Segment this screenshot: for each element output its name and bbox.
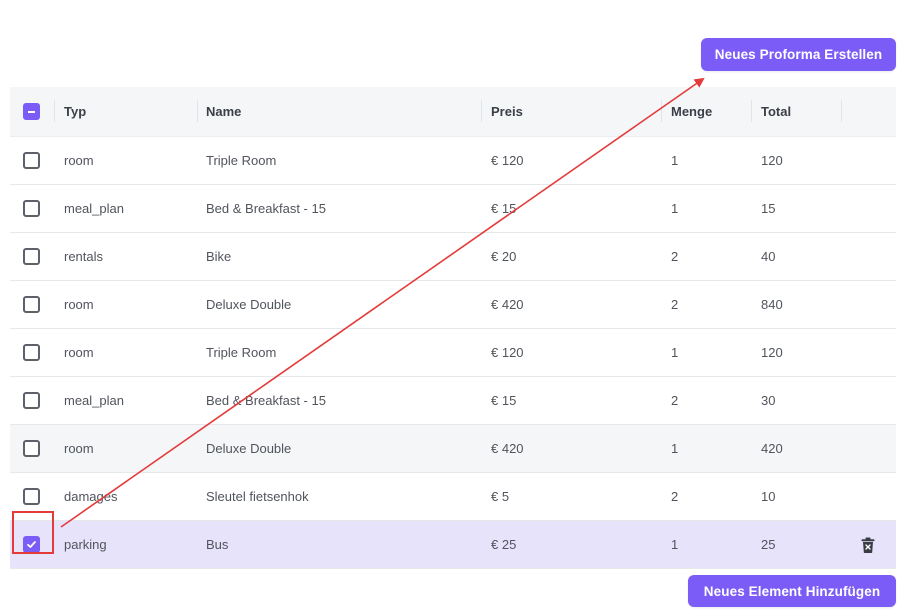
table-row[interactable]: room Triple Room € 120 1 120 xyxy=(10,329,896,377)
highlight-box xyxy=(12,511,54,554)
cell-name: Deluxe Double xyxy=(206,441,292,456)
cell-menge: 1 xyxy=(671,345,679,360)
table-row[interactable]: room Deluxe Double € 420 2 840 xyxy=(10,281,896,329)
unchecked-checkbox-icon xyxy=(23,200,40,217)
unchecked-checkbox-icon xyxy=(23,248,40,265)
cell-name: Sleutel fietsenhok xyxy=(206,489,309,504)
cell-menge: 1 xyxy=(671,201,679,216)
table-row[interactable]: rentals Bike € 20 2 40 xyxy=(10,233,896,281)
cell-typ: damages xyxy=(64,489,118,504)
cell-menge: 1 xyxy=(671,537,679,552)
row-checkbox[interactable] xyxy=(23,377,43,424)
cell-name: Bed & Breakfast - 15 xyxy=(206,393,326,408)
table-header: Typ Name Preis Menge Total xyxy=(10,87,896,137)
new-element-button[interactable]: Neues Element Hinzufügen xyxy=(688,575,896,607)
cell-total: 120 xyxy=(761,153,783,168)
items-table: Typ Name Preis Menge Total room Triple Ro… xyxy=(10,87,896,569)
cell-typ: room xyxy=(64,345,94,360)
table-row[interactable]: meal_plan Bed & Breakfast - 15 € 15 1 15 xyxy=(10,185,896,233)
new-proforma-button[interactable]: Neues Proforma Erstellen xyxy=(701,38,896,71)
row-checkbox[interactable] xyxy=(23,137,43,184)
cell-preis: € 420 xyxy=(491,297,524,312)
cell-menge: 1 xyxy=(671,441,679,456)
cell-preis: € 15 xyxy=(491,393,517,408)
row-checkbox[interactable] xyxy=(23,329,43,376)
cell-total: 420 xyxy=(761,441,783,456)
cell-preis: € 5 xyxy=(491,489,510,504)
unchecked-checkbox-icon xyxy=(23,392,40,409)
cell-name: Bed & Breakfast - 15 xyxy=(206,201,326,216)
select-all-checkbox[interactable] xyxy=(23,87,43,136)
row-checkbox[interactable] xyxy=(23,281,43,328)
cell-preis: € 420 xyxy=(491,441,524,456)
cell-name: Triple Room xyxy=(206,153,277,168)
cell-preis: € 15 xyxy=(491,201,517,216)
unchecked-checkbox-icon xyxy=(23,440,40,457)
column-header-name[interactable]: Name xyxy=(206,104,242,119)
cell-preis: € 120 xyxy=(491,153,524,168)
row-checkbox[interactable] xyxy=(23,233,43,280)
unchecked-checkbox-icon xyxy=(23,488,40,505)
cell-typ: rentals xyxy=(64,249,104,264)
cell-total: 25 xyxy=(761,537,776,552)
cell-typ: meal_plan xyxy=(64,201,124,216)
indeterminate-checkbox-icon xyxy=(23,103,40,120)
cell-name: Triple Room xyxy=(206,345,277,360)
row-checkbox[interactable] xyxy=(23,425,43,472)
cell-menge: 1 xyxy=(671,153,679,168)
table-row[interactable]: room Triple Room € 120 1 120 xyxy=(10,137,896,185)
cell-typ: room xyxy=(64,153,94,168)
cell-name: Bus xyxy=(206,537,229,552)
cell-total: 30 xyxy=(761,393,776,408)
column-header-menge[interactable]: Menge xyxy=(671,104,713,119)
cell-typ: parking xyxy=(64,537,107,552)
cell-total: 40 xyxy=(761,249,776,264)
cell-preis: € 20 xyxy=(491,249,517,264)
cell-menge: 2 xyxy=(671,297,679,312)
table-row[interactable]: meal_plan Bed & Breakfast - 15 € 15 2 30 xyxy=(10,377,896,425)
unchecked-checkbox-icon xyxy=(23,152,40,169)
cell-total: 840 xyxy=(761,297,783,312)
cell-menge: 2 xyxy=(671,249,679,264)
table-body: room Triple Room € 120 1 120 meal_plan Bed & B… xyxy=(10,137,896,569)
unchecked-checkbox-icon xyxy=(23,296,40,313)
row-checkbox[interactable] xyxy=(23,185,43,232)
cell-preis: € 120 xyxy=(491,345,524,360)
table-row[interactable]: damages Sleutel fietsenhok € 5 2 10 xyxy=(10,473,896,521)
column-header-total[interactable]: Total xyxy=(761,104,792,119)
cell-menge: 2 xyxy=(671,393,679,408)
column-header-preis[interactable]: Preis xyxy=(491,104,523,119)
trash-icon[interactable] xyxy=(856,521,880,568)
cell-total: 120 xyxy=(761,345,783,360)
table-row[interactable]: room Deluxe Double € 420 1 420 xyxy=(10,425,896,473)
cell-preis: € 25 xyxy=(491,537,517,552)
cell-total: 15 xyxy=(761,201,776,216)
cell-menge: 2 xyxy=(671,489,679,504)
table-row[interactable]: parking Bus € 25 1 25 xyxy=(10,521,896,569)
cell-typ: meal_plan xyxy=(64,393,124,408)
cell-typ: room xyxy=(64,441,94,456)
cell-typ: room xyxy=(64,297,94,312)
cell-total: 10 xyxy=(761,489,776,504)
cell-name: Deluxe Double xyxy=(206,297,292,312)
cell-name: Bike xyxy=(206,249,232,264)
row-checkbox[interactable] xyxy=(23,473,43,520)
unchecked-checkbox-icon xyxy=(23,344,40,361)
column-header-typ[interactable]: Typ xyxy=(64,104,87,119)
